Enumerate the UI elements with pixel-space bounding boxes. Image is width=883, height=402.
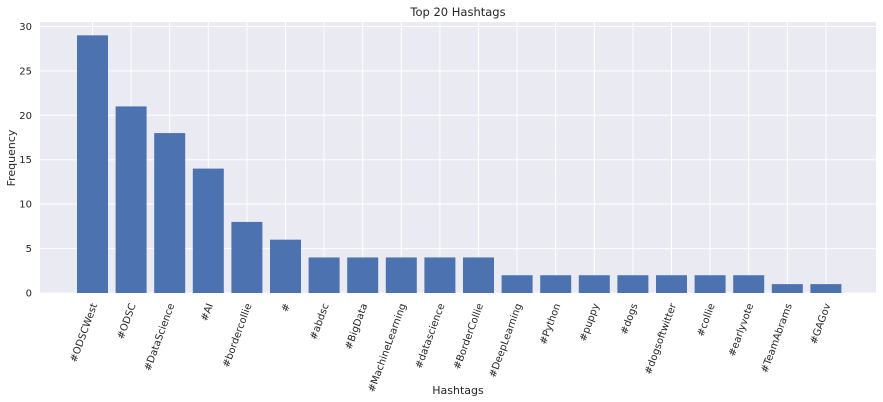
x-tick-label: #TeamAbrams — [760, 302, 795, 375]
y-tick-label: 10 — [19, 200, 32, 211]
x-tick-label: #ODSC — [116, 302, 139, 341]
x-tick-label: #Python — [538, 302, 563, 346]
x-tick-label: #DeepLearning — [488, 302, 525, 379]
bar — [617, 275, 649, 293]
x-tick-label: #DataScience — [143, 302, 178, 373]
x-tick-label: #dogs — [619, 302, 640, 336]
bar — [424, 257, 456, 293]
bar — [771, 284, 803, 293]
bar — [578, 275, 610, 293]
bar — [810, 284, 842, 293]
bar — [154, 133, 186, 293]
bar — [733, 275, 765, 293]
bar — [347, 257, 379, 293]
bar — [270, 239, 301, 293]
x-tick-label: #ODSCWest — [69, 302, 101, 364]
y-tick-labels: 0 5 10 15 20 25 30 — [19, 22, 32, 300]
x-tick-label: #datascience — [414, 302, 448, 370]
bar — [501, 275, 533, 293]
bar — [385, 257, 417, 293]
x-tick-label: #dogsoftwitter — [643, 301, 679, 376]
bar — [463, 257, 494, 293]
x-tick-label: #collie — [696, 302, 718, 338]
bar-layer — [77, 35, 842, 293]
y-tick-label: 30 — [19, 22, 32, 33]
y-axis-title: Frequency — [5, 129, 18, 186]
bar — [656, 275, 687, 293]
x-tick-label: #bordercollie — [221, 302, 254, 369]
x-tick-label: # — [280, 302, 293, 314]
bar — [308, 257, 340, 293]
y-tick-label: 20 — [19, 111, 32, 122]
bar — [192, 168, 224, 293]
y-tick-label: 15 — [19, 155, 32, 166]
bar — [540, 275, 572, 293]
x-tick-label: #abdsc — [308, 302, 331, 341]
y-tick-label: 5 — [26, 244, 32, 255]
x-tick-label: #BorderCollie — [452, 302, 486, 371]
bar — [115, 106, 147, 293]
bar — [694, 275, 726, 293]
x-tick-labels: #ODSCWest #ODSC #DataScience #AI #bordercoll… — [69, 301, 834, 394]
chart-title: Top 20 Hashtags — [409, 5, 505, 19]
y-tick-label: 0 — [26, 289, 32, 300]
x-tick-label: #GAGov — [809, 302, 834, 346]
x-tick-label: #earlyvote — [727, 302, 756, 358]
bar — [77, 35, 108, 293]
x-tick-label: #AI — [199, 302, 216, 323]
x-tick-label: #puppy — [578, 302, 602, 343]
y-tick-label: 25 — [19, 66, 32, 77]
x-tick-label: #MachineLearning — [367, 302, 409, 394]
x-tick-label: #BigData — [343, 302, 370, 351]
x-axis-title: Hashtags — [432, 384, 484, 397]
bar — [231, 221, 263, 293]
